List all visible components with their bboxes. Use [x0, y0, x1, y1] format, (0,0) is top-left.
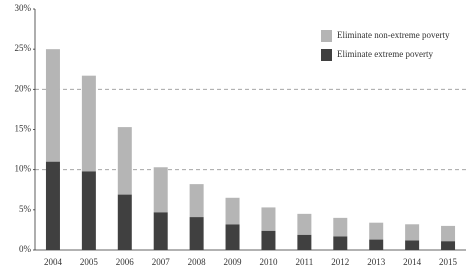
bar-segment — [81, 171, 96, 250]
bar-segment — [261, 230, 276, 250]
x-tick-label: 2012 — [331, 257, 349, 267]
y-tick-label: 10% — [15, 164, 32, 174]
bar-segment — [225, 224, 240, 250]
x-tick-label: 2007 — [152, 257, 171, 267]
x-tick-label: 2004 — [44, 257, 63, 267]
bar-segment — [225, 197, 240, 225]
bar-segment — [333, 236, 348, 250]
legend-label: Eliminate extreme poverty — [337, 49, 433, 59]
x-tick-label: 2008 — [188, 257, 207, 267]
bar-segment — [405, 224, 420, 241]
bar-segment — [45, 49, 60, 162]
bar-segment — [297, 234, 312, 250]
y-tick-label: 30% — [15, 3, 32, 13]
bar-segment — [369, 239, 384, 250]
bar-segment — [117, 127, 132, 195]
x-tick-label: 2005 — [80, 257, 99, 267]
x-tick-label: 2014 — [403, 257, 422, 267]
bar-segment — [405, 240, 420, 250]
bar-segment — [297, 213, 312, 235]
bar-segment — [189, 217, 204, 250]
legend-swatch — [321, 30, 332, 42]
bar-segment — [117, 194, 132, 250]
x-tick-label: 2013 — [367, 257, 386, 267]
legend-label: Eliminate non-extreme poverty — [337, 30, 450, 40]
x-tick-label: 2015 — [439, 257, 458, 267]
bar-segment — [441, 225, 456, 242]
y-tick-label: 5% — [19, 204, 32, 214]
y-tick-label: 20% — [15, 83, 32, 93]
y-tick-label: 0% — [19, 244, 32, 254]
bar-segment — [369, 222, 384, 240]
x-tick-label: 2006 — [116, 257, 135, 267]
bar-segment — [441, 241, 456, 250]
legend-swatch — [321, 49, 332, 61]
bar-segment — [189, 184, 204, 218]
bar-segment — [261, 207, 276, 231]
y-tick-label: 15% — [15, 124, 32, 134]
bar-segment — [153, 212, 168, 250]
bar-segment — [333, 217, 348, 237]
x-tick-label: 2011 — [296, 257, 314, 267]
bar-segment — [153, 167, 168, 213]
x-tick-label: 2010 — [259, 257, 278, 267]
y-tick-label: 25% — [15, 43, 32, 53]
x-tick-label: 2009 — [224, 257, 243, 267]
bar-segment — [45, 161, 60, 250]
bar-segment — [81, 75, 96, 172]
